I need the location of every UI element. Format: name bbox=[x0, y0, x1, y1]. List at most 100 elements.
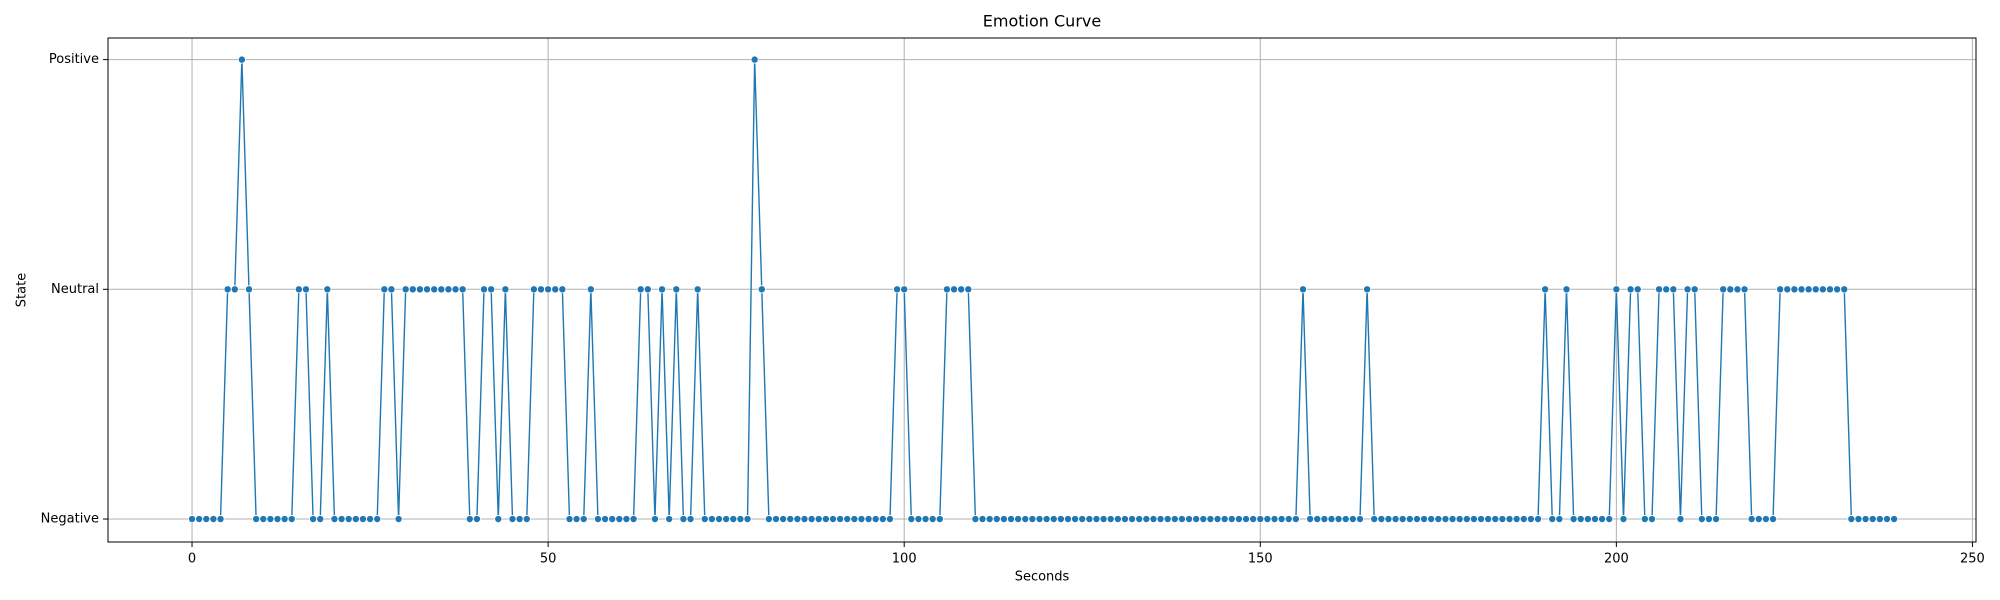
marker bbox=[1156, 515, 1165, 524]
marker bbox=[1655, 285, 1664, 294]
marker bbox=[878, 515, 887, 524]
marker bbox=[650, 515, 659, 524]
marker bbox=[1676, 515, 1685, 524]
marker bbox=[1683, 285, 1692, 294]
marker bbox=[1569, 515, 1578, 524]
marker bbox=[857, 515, 866, 524]
marker bbox=[693, 285, 702, 294]
marker bbox=[252, 515, 261, 524]
marker bbox=[1448, 515, 1457, 524]
marker bbox=[458, 285, 467, 294]
marker bbox=[636, 285, 645, 294]
marker bbox=[1227, 515, 1236, 524]
marker bbox=[1612, 285, 1621, 294]
marker bbox=[1177, 515, 1186, 524]
marker bbox=[430, 285, 439, 294]
marker bbox=[415, 285, 424, 294]
marker bbox=[957, 285, 966, 294]
marker bbox=[1868, 515, 1877, 524]
marker bbox=[1890, 515, 1899, 524]
marker bbox=[536, 285, 545, 294]
marker bbox=[665, 515, 674, 524]
marker bbox=[544, 285, 553, 294]
marker bbox=[715, 515, 724, 524]
marker bbox=[828, 515, 837, 524]
marker bbox=[743, 515, 752, 524]
marker bbox=[1355, 515, 1364, 524]
marker bbox=[586, 285, 595, 294]
marker bbox=[629, 515, 638, 524]
marker bbox=[1776, 285, 1785, 294]
marker bbox=[1099, 515, 1108, 524]
marker bbox=[1875, 515, 1884, 524]
marker bbox=[337, 515, 346, 524]
marker bbox=[294, 285, 303, 294]
marker bbox=[1420, 515, 1429, 524]
marker bbox=[1804, 285, 1813, 294]
marker bbox=[964, 285, 973, 294]
marker bbox=[1042, 515, 1051, 524]
marker bbox=[1647, 515, 1656, 524]
marker bbox=[764, 515, 773, 524]
marker bbox=[779, 515, 788, 524]
marker bbox=[1854, 515, 1863, 524]
marker bbox=[366, 515, 375, 524]
marker bbox=[1078, 515, 1087, 524]
marker bbox=[351, 515, 360, 524]
marker bbox=[1405, 515, 1414, 524]
marker bbox=[487, 285, 496, 294]
marker bbox=[1384, 515, 1393, 524]
marker bbox=[658, 285, 667, 294]
marker bbox=[1704, 515, 1713, 524]
marker bbox=[1690, 285, 1699, 294]
marker bbox=[1769, 515, 1778, 524]
marker bbox=[551, 285, 560, 294]
marker bbox=[1590, 515, 1599, 524]
marker bbox=[1783, 285, 1792, 294]
marker bbox=[373, 515, 382, 524]
marker bbox=[722, 515, 731, 524]
marker bbox=[992, 515, 1001, 524]
marker bbox=[786, 515, 795, 524]
marker bbox=[807, 515, 816, 524]
marker bbox=[1249, 515, 1258, 524]
marker bbox=[686, 515, 695, 524]
marker bbox=[1206, 515, 1215, 524]
marker bbox=[999, 515, 1008, 524]
marker bbox=[472, 515, 481, 524]
marker bbox=[1007, 515, 1016, 524]
marker bbox=[202, 515, 211, 524]
marker bbox=[1056, 515, 1065, 524]
x-tick-label: 200 bbox=[1604, 552, 1629, 567]
marker bbox=[301, 285, 310, 294]
marker bbox=[1334, 515, 1343, 524]
marker bbox=[928, 515, 937, 524]
marker bbox=[1277, 515, 1286, 524]
marker bbox=[380, 285, 389, 294]
marker bbox=[309, 515, 318, 524]
marker bbox=[1142, 515, 1151, 524]
marker bbox=[1348, 515, 1357, 524]
marker bbox=[1669, 285, 1678, 294]
marker bbox=[814, 515, 823, 524]
marker bbox=[843, 515, 852, 524]
marker bbox=[1484, 515, 1493, 524]
marker bbox=[494, 515, 503, 524]
marker bbox=[1826, 285, 1835, 294]
marker bbox=[1697, 515, 1706, 524]
marker bbox=[216, 515, 225, 524]
marker bbox=[1370, 515, 1379, 524]
marker bbox=[942, 285, 951, 294]
marker bbox=[772, 515, 781, 524]
marker bbox=[1626, 285, 1635, 294]
marker bbox=[1234, 515, 1243, 524]
marker bbox=[1213, 515, 1222, 524]
marker bbox=[1313, 515, 1322, 524]
marker bbox=[1740, 285, 1749, 294]
y-tick-label: Positive bbox=[49, 52, 99, 67]
marker bbox=[1712, 515, 1721, 524]
marker bbox=[1035, 515, 1044, 524]
marker bbox=[608, 515, 617, 524]
marker bbox=[1598, 515, 1607, 524]
marker bbox=[1519, 515, 1528, 524]
